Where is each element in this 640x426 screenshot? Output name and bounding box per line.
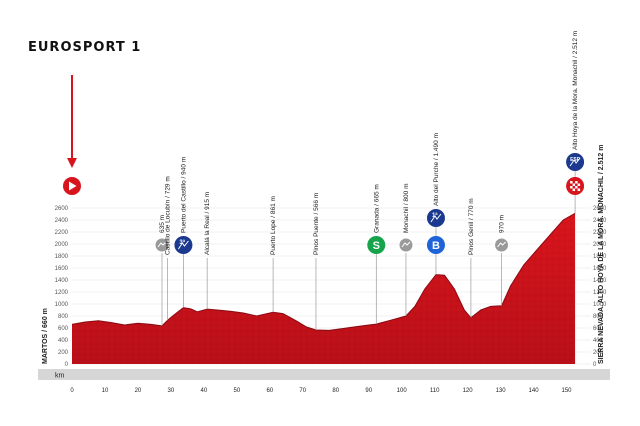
especial-climb-badge: ESP: [570, 157, 581, 163]
y-tick-label-left: 2400: [55, 218, 69, 224]
intermediate-point-icon: [494, 237, 510, 253]
mountain-glyph-icon: [497, 241, 506, 248]
x-tick-label: 80: [332, 388, 339, 394]
checker-square: [575, 186, 578, 189]
y-tick-label-left: 2200: [55, 230, 69, 236]
profile-area-layer: [71, 212, 576, 364]
y-tick-label-left: 0: [65, 362, 69, 368]
waypoint-name-label: Alto Hoya de la Mora. Monachil / 2.512 m: [572, 31, 579, 150]
y-tick-label-right: 1200: [593, 290, 607, 296]
waypoint-name-label: 970 m: [499, 215, 506, 233]
broadcaster-logo: EUROSPORT 1: [28, 40, 142, 55]
checker-square: [577, 183, 581, 186]
y-tick-label-left: 200: [58, 350, 69, 356]
y-tick-label-left: 1800: [55, 254, 69, 260]
start-location-label: MARTOS / 660 m: [42, 308, 49, 364]
y-tick-label-left: 1000: [55, 302, 69, 308]
x-tick-label: 50: [233, 388, 240, 394]
checker-square: [572, 183, 576, 186]
climb-category-badge: 1ª: [432, 212, 438, 219]
x-tick-label: 30: [168, 388, 175, 394]
waypoint-icons-layer: 3ª S 1ª B ESP: [63, 75, 585, 254]
elevation-profile-line: [71, 212, 576, 331]
y-tick-label-right: 0: [593, 362, 597, 368]
x-tick-label: 70: [299, 388, 306, 394]
waypoint-name-label: Pinos Puente / 566 m: [313, 193, 320, 255]
y-tick-label-right: 600: [593, 326, 604, 332]
y-tick-label-left: 1200: [55, 290, 69, 296]
x-tick-label: 20: [135, 388, 142, 394]
y-tick-label-left: 1600: [55, 266, 69, 272]
waypoint-name-label: Pinos Genil / 770 m: [468, 198, 475, 255]
y-tick-label-right: 800: [593, 314, 604, 320]
x-tick-label: 110: [430, 388, 440, 394]
x-tick-label: 100: [397, 388, 408, 394]
sprint-icon: [367, 236, 386, 254]
mountain-glyph-icon: [430, 213, 442, 223]
waypoint-name-label: 635 m: [159, 215, 166, 233]
y-tick-label-right: 400: [593, 338, 604, 344]
x-tick-label: 40: [201, 388, 208, 394]
checker-square: [572, 188, 576, 191]
y-tick-label-left: 600: [58, 326, 69, 332]
y-tick-label-left: 2000: [55, 242, 69, 248]
y-tick-label-right: 1800: [593, 254, 607, 260]
mountain-glyph-icon: [401, 241, 411, 248]
x-tick-label: 10: [102, 388, 109, 394]
waypoint-name-label: Monachil / 800 m: [403, 184, 410, 234]
checker-square: [577, 188, 581, 191]
mountain-glyph-icon: [178, 240, 189, 250]
checker-square: [575, 181, 578, 184]
checker-square: [570, 181, 573, 184]
intermediate-point-icon: [154, 237, 170, 253]
x-tick-label: 120: [463, 388, 474, 394]
climb-category-badge: 3ª: [179, 239, 185, 246]
x-tick-label: 140: [529, 388, 540, 394]
axis-layer: km0 10 20 30 40 50 60 70 80 90 100 110 120 130 140 150M…: [38, 145, 610, 394]
waypoint-name-label: Puerto del Castillo / 940 m: [180, 157, 187, 233]
waypoint-name-label: Puerto Lope / 861 m: [270, 196, 277, 255]
x-tick-label: 60: [266, 388, 273, 394]
y-tick-label-right: 1400: [593, 278, 607, 284]
finish-location-label: SIERRA NEVADA. ALTO HOYA DE LA MORA. MON…: [598, 145, 605, 365]
y-tick-label-right: 200: [593, 350, 604, 356]
y-tick-label-left: 800: [58, 314, 69, 320]
y-tick-label-left: 400: [58, 338, 69, 344]
waypoint-name-label: Granada / 665 m: [373, 184, 380, 233]
mountain-glyph-icon: [569, 157, 581, 167]
waypoint-name-label: Castillo de Locubín / 729 m: [165, 176, 172, 255]
x-tick-label: 90: [365, 388, 372, 394]
y-tick-label-right: 2600: [593, 206, 607, 212]
checker-square: [570, 186, 573, 189]
intermediate-point-icon: [398, 237, 414, 253]
y-tick-label-right: 1000: [593, 302, 607, 308]
play-icon: [69, 181, 77, 191]
waypoint-name-label: Alcalá la Real / 915 m: [204, 192, 211, 255]
mountain-glyph-icon: [157, 241, 167, 248]
start-arrow-head: [67, 158, 77, 168]
bonus-point-badge: B: [432, 240, 440, 252]
y-tick-label-right: 1600: [593, 266, 607, 272]
y-tick-label-left: 1400: [55, 278, 69, 284]
x-tick-label: 0: [70, 388, 74, 394]
km-axis-label: km: [55, 373, 65, 380]
y-tick-label-right: 2400: [593, 218, 607, 224]
waypoint-labels-layer: 27,3635 m29Castillo de Locubín / 729 m33…: [155, 31, 584, 380]
sprint-badge: S: [373, 240, 380, 252]
waypoint-name-label: Alto del Purche / 1.490 m: [433, 133, 440, 206]
x-tick-label: 150: [562, 388, 573, 394]
x-tick-label: 130: [496, 388, 507, 394]
y-tick-label-right: 2000: [593, 242, 607, 248]
bonus-point-icon: [426, 236, 445, 254]
y-tick-label-left: 2600: [55, 206, 69, 212]
km-axis-bar: [38, 369, 610, 380]
y-tick-label-right: 2200: [593, 230, 607, 236]
elevation-profile-texture: [72, 213, 576, 364]
